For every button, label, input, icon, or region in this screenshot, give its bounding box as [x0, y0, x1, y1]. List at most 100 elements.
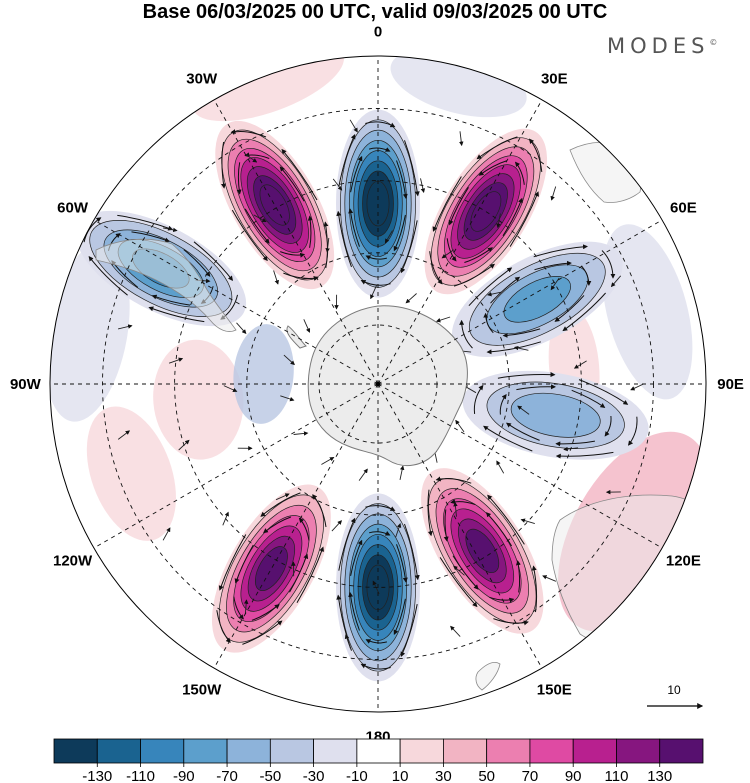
wind-arrow	[117, 430, 131, 440]
wind-arrow	[443, 509, 449, 542]
wind-arrow	[496, 213, 501, 229]
colorbar-swatch	[486, 738, 531, 764]
wind-arrow	[404, 523, 420, 581]
brand-mark: ©	[709, 38, 718, 47]
wind-arrow	[348, 591, 360, 631]
wind-arrow	[450, 625, 461, 637]
wind-arrow	[183, 249, 211, 277]
wind-arrow	[368, 530, 391, 536]
meridian-line	[377, 383, 663, 549]
wind-arrow	[473, 384, 484, 414]
wind-arrow	[358, 468, 368, 481]
wind-arrow	[502, 197, 523, 237]
wind-arrow	[550, 186, 557, 201]
wind-arrow	[243, 599, 249, 615]
wind-arrow	[293, 431, 309, 436]
wind-arrow	[604, 415, 612, 437]
wind-arrow	[131, 231, 170, 243]
wind-arrow	[162, 527, 171, 541]
meridian-line	[213, 383, 379, 669]
wind-arrow	[459, 131, 464, 147]
colorbar-label: -70	[216, 768, 238, 783]
wind-arrow	[244, 153, 258, 163]
wind-arrow	[446, 238, 457, 262]
wind-arrow	[275, 493, 290, 501]
wind-arrow	[360, 663, 391, 670]
colorbar-swatch	[183, 738, 228, 764]
wind-arrow	[505, 422, 540, 441]
wind-arrow	[296, 546, 325, 604]
wind-arrow	[399, 465, 405, 480]
wind-arrow	[513, 345, 529, 351]
wind-arrow	[273, 270, 279, 285]
colorbar-swatch	[572, 738, 617, 764]
longitude-label: 150E	[537, 681, 572, 698]
wind-arrow	[514, 161, 525, 185]
wind-arrow	[427, 489, 433, 537]
wind-arrow	[435, 476, 472, 484]
colorbar-swatch	[442, 738, 488, 764]
wind-arrow	[627, 416, 638, 446]
wind-arrow	[338, 133, 356, 187]
colorbar-swatch	[659, 738, 704, 764]
wind-arrow	[453, 263, 496, 287]
wind-arrow	[404, 140, 420, 197]
wind-arrow	[496, 460, 505, 474]
wind-arrow	[483, 312, 494, 334]
wind-arrow	[429, 251, 443, 285]
wind-arrow	[321, 457, 335, 465]
wind-arrow	[348, 208, 360, 247]
wind-arrow	[562, 292, 606, 332]
wind-arrow	[554, 295, 585, 322]
wind-arrow	[439, 557, 478, 608]
colorbar-label: -50	[259, 768, 281, 783]
meridian-line	[377, 383, 543, 669]
wind-arrow	[485, 512, 513, 547]
colorbar-swatch	[529, 738, 574, 764]
colorbar-swatch	[313, 738, 358, 764]
longitude-label: 120W	[53, 552, 93, 569]
meridian-line	[213, 99, 379, 385]
longitude-label: 90W	[10, 376, 42, 393]
wind-arrow	[400, 604, 418, 658]
colorbar-label: 130	[647, 768, 672, 783]
wind-arrow	[234, 544, 254, 584]
colorbar-label: 30	[435, 768, 452, 783]
wind-arrow	[281, 148, 318, 201]
colorbar-label: 110	[605, 768, 629, 783]
wind-arrow	[230, 129, 267, 138]
wind-arrow	[331, 520, 343, 532]
wind-arrow	[601, 250, 616, 279]
wind-arrow	[393, 214, 406, 252]
map-title: Base 06/03/2025 00 UTC, valid 09/03/2025…	[142, 1, 608, 23]
wind-arrow	[365, 639, 388, 644]
anomaly-contour	[465, 528, 500, 573]
longitude-label: 60W	[57, 200, 89, 217]
longitude-label: 0	[374, 23, 382, 40]
anomaly-contour	[366, 180, 390, 227]
colorbar-label: 90	[565, 768, 582, 783]
wind-arrow	[486, 341, 542, 355]
colorbar-swatch	[399, 738, 444, 764]
wind-vectors	[83, 119, 644, 670]
wind-arrow	[370, 285, 377, 300]
wind-arrow	[396, 544, 408, 583]
wind-arrow	[218, 534, 247, 591]
positive-anomaly	[424, 128, 548, 295]
wind-arrow	[555, 451, 614, 459]
wind-arrow	[336, 210, 352, 268]
wind-arrow	[395, 523, 402, 538]
colorbar-swatch	[96, 738, 141, 764]
anomaly-contour	[510, 392, 601, 438]
brand-name: MODES	[607, 34, 710, 58]
longitude-label: 90E	[717, 376, 744, 393]
wind-arrow	[384, 230, 393, 244]
wind-arrow	[244, 208, 270, 244]
wind-arrow	[453, 501, 458, 517]
wind-arrow	[455, 419, 465, 433]
wind-arrow	[476, 136, 518, 160]
wind-arrow	[555, 440, 595, 447]
anomaly-wash	[86, 406, 176, 541]
map-disk	[50, 56, 706, 712]
